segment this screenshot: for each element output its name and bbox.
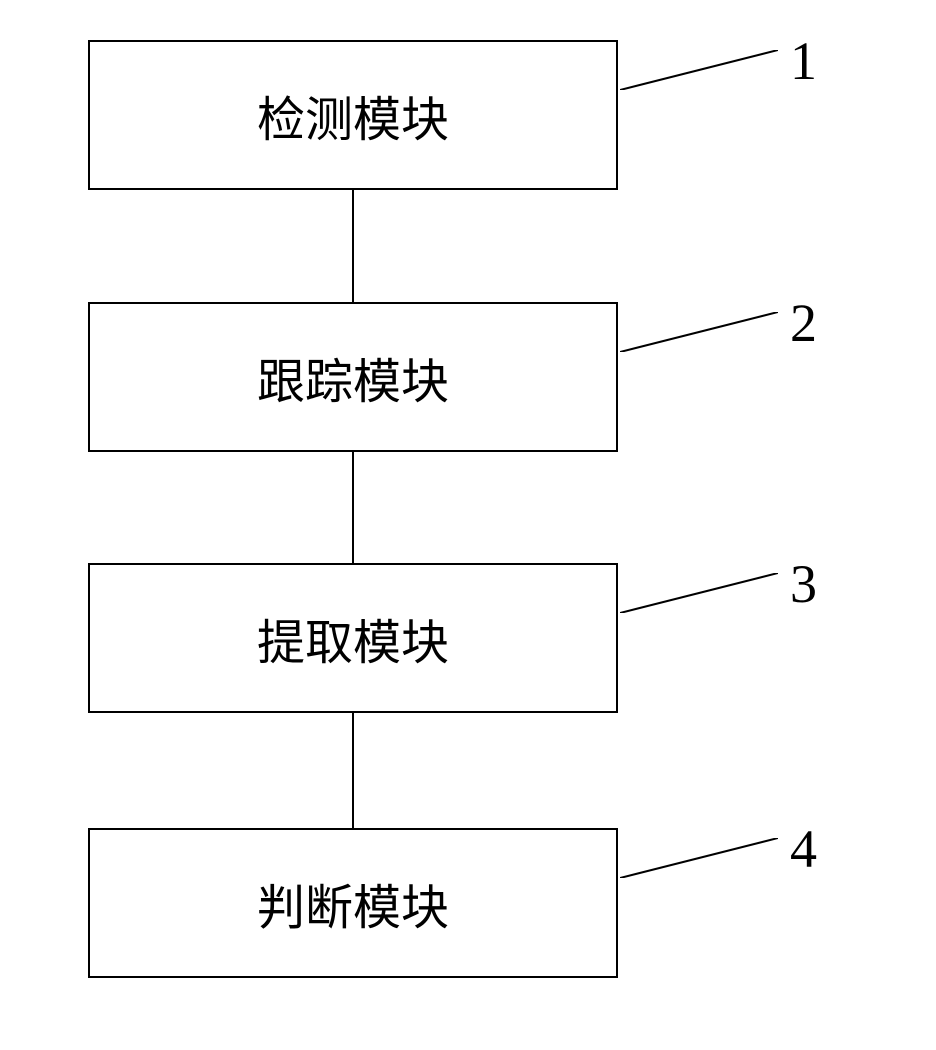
reference-number-1: 1 [790,30,817,92]
flow-box-2: 跟踪模块 [88,302,618,452]
reference-number-2: 2 [790,292,817,354]
flow-box-4: 判断模块 [88,828,618,978]
flow-box-3: 提取模块 [88,563,618,713]
flow-box-label: 提取模块 [257,603,449,673]
connector-2 [352,452,354,563]
reference-number-4: 4 [790,818,817,880]
flow-box-label: 检测模块 [257,80,449,150]
leader-line-4 [620,838,778,878]
leader-line-1 [620,50,778,90]
flow-box-label: 跟踪模块 [257,342,449,412]
leader-line-2 [620,312,778,352]
connector-1 [352,190,354,302]
leader-line-3 [620,573,778,613]
flow-box-label: 判断模块 [257,868,449,938]
flow-box-1: 检测模块 [88,40,618,190]
reference-number-3: 3 [790,553,817,615]
connector-3 [352,713,354,828]
